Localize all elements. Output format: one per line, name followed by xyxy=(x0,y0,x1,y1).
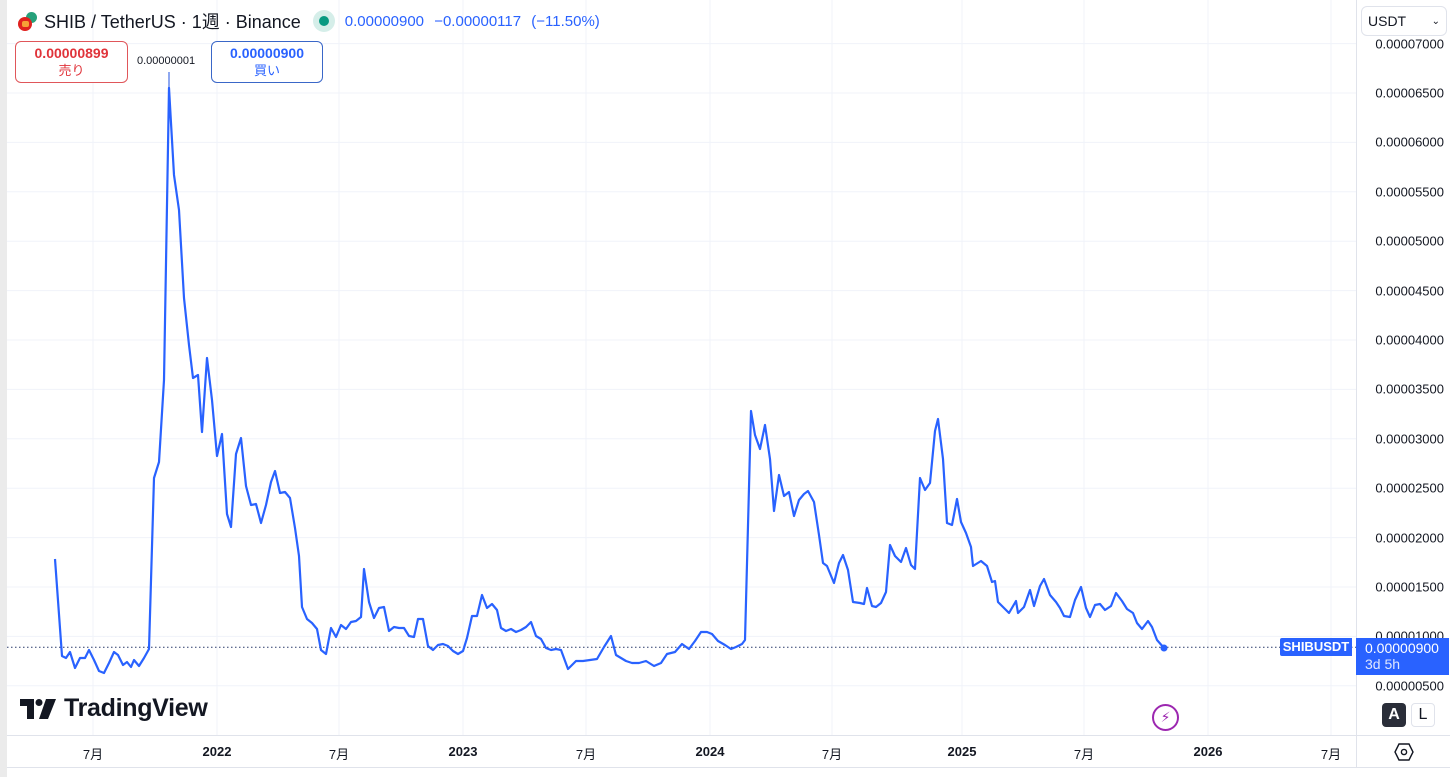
price-tick-label: 0.00005500 xyxy=(1375,184,1444,200)
time-tick-label: 7月 xyxy=(821,747,843,762)
time-tick-label: 2026 xyxy=(1193,744,1223,759)
time-tick-label: 7月 xyxy=(1320,747,1342,762)
time-tick-label: 2023 xyxy=(448,744,478,759)
price-tick-label: 0.00006500 xyxy=(1375,85,1444,101)
price-tick-label: 0.00002500 xyxy=(1375,480,1444,496)
bar-countdown: 3d 5h xyxy=(1365,656,1401,672)
price-tick-label: 0.00004500 xyxy=(1375,283,1444,299)
price-tick-label: 0.00007000 xyxy=(1375,36,1444,52)
chart-pane[interactable] xyxy=(7,0,1356,735)
buy-label: 買い xyxy=(253,63,280,78)
time-tick-label: 2025 xyxy=(947,744,977,759)
price-change-pct: (−11.50%) xyxy=(531,12,600,30)
price-tick-label: 0.00002000 xyxy=(1375,530,1444,546)
symbol-price-tag: SHIBUSDT xyxy=(1280,638,1352,656)
sell-price: 0.00000899 xyxy=(34,45,109,61)
chevron-down-icon: ⌄ xyxy=(1431,15,1440,27)
price-tick-label: 0.00006000 xyxy=(1375,134,1444,150)
chart-settings-button[interactable] xyxy=(1356,735,1450,768)
symbol-title[interactable]: SHIB / TetherUS · 1週 · Binance xyxy=(44,12,301,32)
price-tick-label: 0.00000500 xyxy=(1375,678,1444,694)
price-tick-label: 0.00001500 xyxy=(1375,579,1444,595)
last-point-marker xyxy=(1160,644,1168,652)
price-change: −0.00000117 xyxy=(434,12,522,30)
time-tick-label: 7月 xyxy=(1073,747,1095,762)
lightning-icon[interactable]: ⚡ xyxy=(1152,704,1179,731)
time-tick-label: 2022 xyxy=(202,744,232,759)
price-tick-label: 0.00003000 xyxy=(1375,431,1444,447)
tether-icon xyxy=(26,12,37,23)
time-tick-label: 7月 xyxy=(575,747,597,762)
settings-hexagon-icon xyxy=(1393,742,1414,761)
currency-select[interactable]: USDT ⌄ xyxy=(1361,6,1447,36)
time-tick-label: 2024 xyxy=(695,744,725,759)
price-tick-label: 0.00005000 xyxy=(1375,233,1444,249)
price-axis[interactable]: 0.00007000 0.00006500 0.00006000 0.00005500… xyxy=(1356,0,1450,735)
time-tick-label: 7月 xyxy=(82,747,104,762)
left-edge xyxy=(0,0,7,777)
last-price-tag: 0.00000900 3d 5h xyxy=(1356,638,1449,675)
last-price-tag-value: 0.00000900 xyxy=(1365,640,1439,656)
time-axis[interactable]: 7月 2022 7月 2023 7月 2024 7月 2025 7月 2026 7月 xyxy=(7,735,1356,768)
currency-value: USDT xyxy=(1368,13,1407,29)
price-tick-label: 0.00003500 xyxy=(1375,381,1444,397)
buy-price: 0.00000900 xyxy=(230,45,304,61)
tradingview-logo[interactable]: TradingView xyxy=(20,694,208,723)
tradingview-logo-icon xyxy=(20,698,56,719)
symbol-legend[interactable]: SHIB / TetherUS · 1週 · Binance 0.0000090… xyxy=(16,8,606,34)
market-status-icon[interactable] xyxy=(312,10,335,32)
last-price: 0.00000900 xyxy=(344,12,425,30)
auto-scale-button[interactable]: A xyxy=(1382,703,1406,727)
log-scale-button[interactable]: L xyxy=(1411,703,1435,727)
legend-values: 0.00000900 −0.00000117 (−11.50%) xyxy=(345,13,606,30)
price-line-chart[interactable] xyxy=(7,0,1356,735)
sell-label: 売り xyxy=(58,63,85,78)
price-tick-label: 0.00004000 xyxy=(1375,332,1444,348)
scale-buttons: A L xyxy=(1382,703,1435,727)
buy-button[interactable]: 0.00000900 買い xyxy=(211,41,323,83)
sell-button[interactable]: 0.00000899 売り xyxy=(15,41,128,83)
shib-icon xyxy=(18,17,32,31)
price-line xyxy=(53,86,1165,675)
tradingview-logo-text: TradingView xyxy=(64,694,208,722)
spread-value: 0.00000001 xyxy=(137,55,196,67)
time-tick-label: 7月 xyxy=(328,747,350,762)
symbol-icons xyxy=(16,10,40,32)
